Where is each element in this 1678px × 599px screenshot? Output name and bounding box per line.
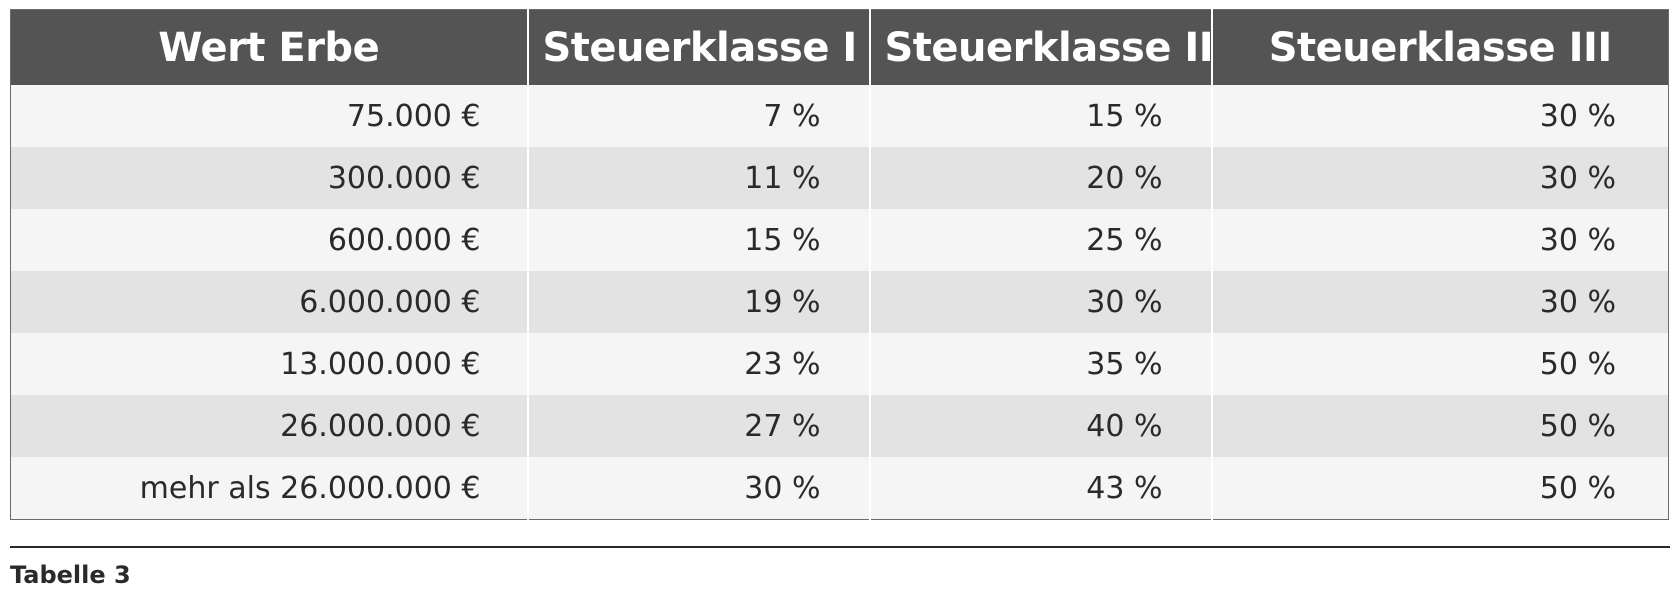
table-row: 26.000.000 € 27 % 40 % 50 % bbox=[10, 395, 1669, 457]
cell-wert-erbe: 13.000.000 € bbox=[10, 333, 528, 395]
cell-steuerklasse-3: 50 % bbox=[1210, 333, 1669, 395]
table-row: 75.000 € 7 % 15 % 30 % bbox=[10, 85, 1669, 147]
cell-steuerklasse-2: 35 % bbox=[868, 333, 1212, 395]
table-row: mehr als 26.000.000 € 30 % 43 % 50 % bbox=[10, 457, 1669, 520]
table-row: 6.000.000 € 19 % 30 % 30 % bbox=[10, 271, 1669, 333]
column-header-wert-erbe: Wert Erbe bbox=[10, 9, 528, 85]
cell-steuerklasse-3: 50 % bbox=[1210, 457, 1669, 520]
cell-steuerklasse-2: 20 % bbox=[868, 147, 1212, 209]
cell-steuerklasse-1: 30 % bbox=[526, 457, 870, 520]
cell-steuerklasse-3: 50 % bbox=[1210, 395, 1669, 457]
cell-wert-erbe: 75.000 € bbox=[10, 85, 528, 147]
cell-steuerklasse-1: 23 % bbox=[526, 333, 870, 395]
cell-steuerklasse-1: 15 % bbox=[526, 209, 870, 271]
cell-wert-erbe: 6.000.000 € bbox=[10, 271, 528, 333]
inheritance-tax-table: Wert Erbe Steuerklasse I Steuerklasse II… bbox=[10, 9, 1669, 520]
cell-wert-erbe: mehr als 26.000.000 € bbox=[10, 457, 528, 520]
column-header-steuerklasse-2: Steuerklasse II bbox=[868, 9, 1214, 85]
table-caption: Tabelle 3 bbox=[10, 561, 131, 589]
column-header-steuerklasse-1: Steuerklasse I bbox=[526, 9, 870, 85]
cell-steuerklasse-3: 30 % bbox=[1210, 271, 1669, 333]
cell-steuerklasse-3: 30 % bbox=[1210, 209, 1669, 271]
cell-wert-erbe: 300.000 € bbox=[10, 147, 528, 209]
cell-wert-erbe: 600.000 € bbox=[10, 209, 528, 271]
table-row: 600.000 € 15 % 25 % 30 % bbox=[10, 209, 1669, 271]
cell-steuerklasse-3: 30 % bbox=[1210, 147, 1669, 209]
cell-steuerklasse-2: 15 % bbox=[868, 85, 1212, 147]
table-header-row: Wert Erbe Steuerklasse I Steuerklasse II… bbox=[10, 9, 1669, 85]
cell-steuerklasse-1: 7 % bbox=[526, 85, 870, 147]
caption-divider bbox=[10, 546, 1670, 548]
cell-steuerklasse-2: 43 % bbox=[868, 457, 1212, 520]
cell-steuerklasse-1: 19 % bbox=[526, 271, 870, 333]
cell-wert-erbe: 26.000.000 € bbox=[10, 395, 528, 457]
table-row: 13.000.000 € 23 % 35 % 50 % bbox=[10, 333, 1669, 395]
cell-steuerklasse-3: 30 % bbox=[1210, 85, 1669, 147]
cell-steuerklasse-2: 30 % bbox=[868, 271, 1212, 333]
cell-steuerklasse-1: 27 % bbox=[526, 395, 870, 457]
cell-steuerklasse-2: 25 % bbox=[868, 209, 1212, 271]
column-header-steuerklasse-3: Steuerklasse III bbox=[1210, 9, 1669, 85]
cell-steuerklasse-1: 11 % bbox=[526, 147, 870, 209]
cell-steuerklasse-2: 40 % bbox=[868, 395, 1212, 457]
table-row: 300.000 € 11 % 20 % 30 % bbox=[10, 147, 1669, 209]
